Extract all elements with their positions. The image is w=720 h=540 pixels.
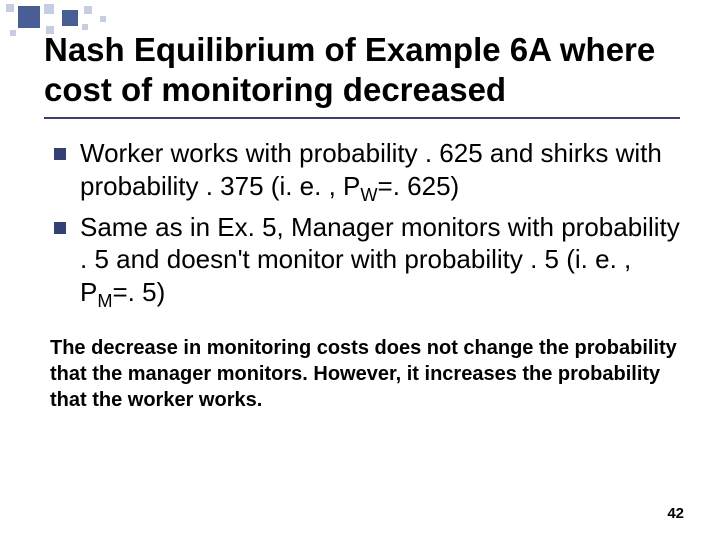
slide: Nash Equilibrium of Example 6A where cos… bbox=[0, 0, 720, 540]
bullet-text-post: =. 625) bbox=[378, 171, 460, 201]
bullet-list: Worker works with probability . 625 and … bbox=[50, 137, 680, 312]
footnote-text: The decrease in monitoring costs does no… bbox=[50, 335, 680, 413]
page-number: 42 bbox=[667, 505, 684, 522]
title-divider bbox=[44, 117, 680, 119]
bullet-item: Worker works with probability . 625 and … bbox=[50, 137, 680, 206]
slide-title: Nash Equilibrium of Example 6A where cos… bbox=[44, 30, 680, 109]
bullet-text-pre: Same as in Ex. 5, Manager monitors with … bbox=[80, 212, 680, 307]
bullet-text-post: =. 5) bbox=[113, 277, 166, 307]
bullet-item: Same as in Ex. 5, Manager monitors with … bbox=[50, 211, 680, 313]
bullet-subscript: W bbox=[360, 185, 377, 205]
bullet-subscript: M bbox=[97, 291, 112, 311]
